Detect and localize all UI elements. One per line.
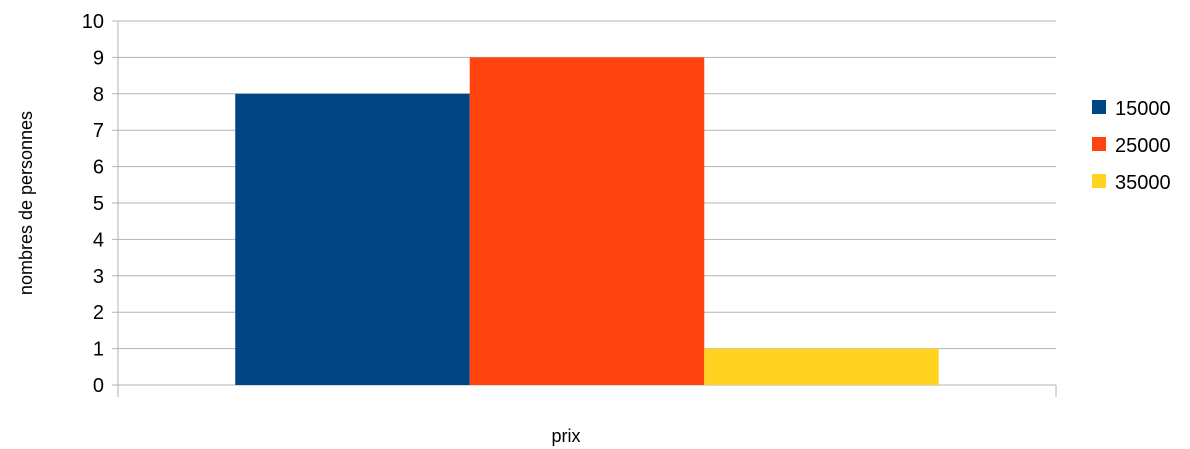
legend-swatch-25000 <box>1092 137 1106 151</box>
y-tick-label: 10 <box>82 11 104 33</box>
legend-swatch-15000 <box>1092 100 1106 114</box>
bar-15000 <box>235 93 470 386</box>
y-axis-title: nombres de personnes <box>16 111 36 295</box>
y-tick-label: 3 <box>93 266 104 288</box>
y-tick-labels: 0 1 2 3 4 5 6 7 8 9 10 <box>82 11 104 397</box>
y-tick-label: 6 <box>93 157 104 179</box>
bar-25000 <box>469 57 705 386</box>
axes <box>117 21 1057 397</box>
y-tick-label: 5 <box>93 193 104 215</box>
legend: 15000 25000 35000 <box>1092 98 1171 194</box>
bars <box>235 57 939 386</box>
y-tick-label: 0 <box>93 375 104 397</box>
y-tick-label: 2 <box>93 302 104 324</box>
y-tick-label: 1 <box>93 339 104 361</box>
legend-label-25000: 25000 <box>1115 135 1171 157</box>
y-tick-label: 8 <box>93 84 104 106</box>
y-tick-label: 7 <box>93 120 104 142</box>
legend-swatch-35000 <box>1092 174 1106 188</box>
y-tick-label: 9 <box>93 47 104 69</box>
legend-label-15000: 15000 <box>1115 98 1171 120</box>
y-tick-label: 4 <box>93 229 104 251</box>
legend-label-35000: 35000 <box>1115 172 1171 194</box>
x-axis-title: prix <box>551 426 580 446</box>
bar-35000 <box>704 348 939 385</box>
